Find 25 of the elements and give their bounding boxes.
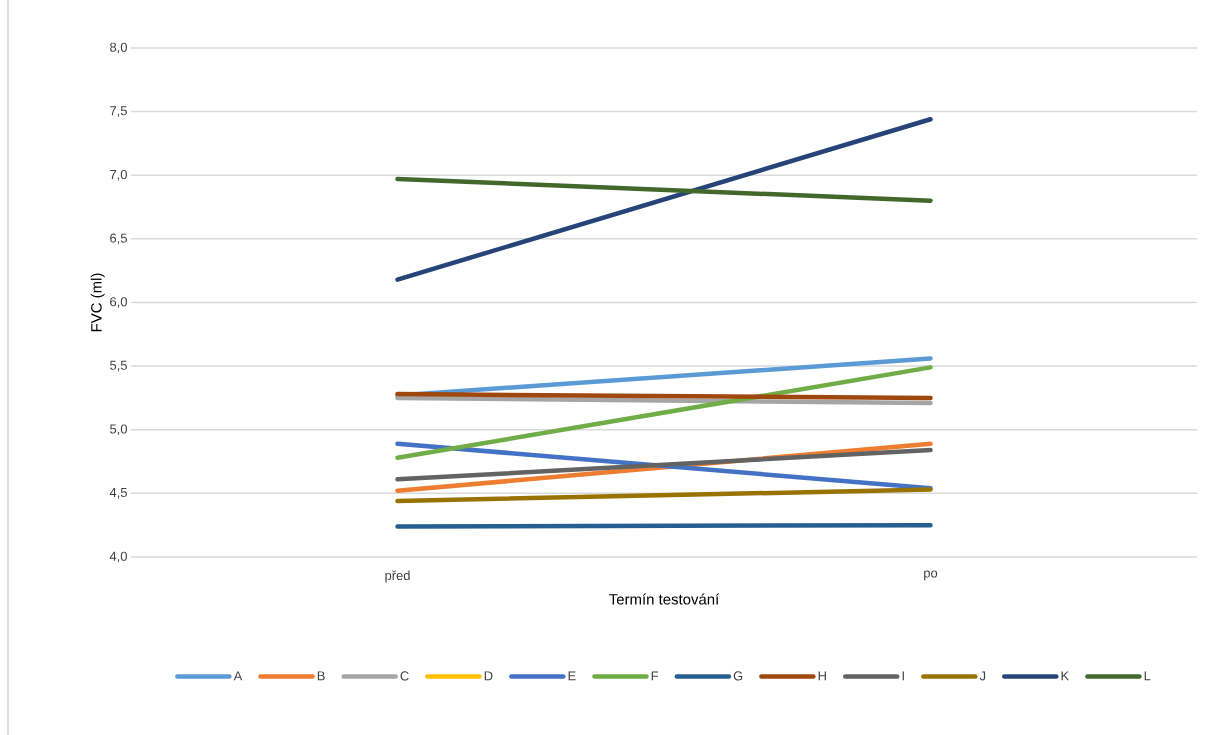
- legend-label: D: [484, 671, 493, 681]
- y-tick-label: 4,0: [109, 551, 127, 563]
- x-tick-label: před: [385, 570, 410, 583]
- y-tick-label: 5,0: [110, 424, 127, 436]
- legend-label: H: [818, 671, 826, 681]
- y-axis-title: FVC (ml): [90, 273, 105, 332]
- legend-label: L: [1144, 671, 1151, 681]
- x-axis-title: Termín testování: [609, 593, 720, 605]
- legend-label: I: [902, 671, 904, 681]
- y-tick-label: 6,5: [110, 233, 127, 245]
- legend-label: B: [317, 671, 325, 681]
- legend-label: C: [400, 671, 409, 681]
- y-tick-label: 8,0: [110, 42, 127, 54]
- legend-label: J: [979, 671, 986, 681]
- legend-label: K: [1061, 671, 1070, 681]
- y-tick-label: 4,5: [109, 488, 127, 499]
- y-tick-label: 6,0: [110, 297, 127, 308]
- y-tick-label: 5,5: [110, 360, 127, 372]
- legend-label: F: [651, 671, 659, 681]
- legend-label: E: [568, 671, 576, 681]
- legend-label: A: [233, 671, 243, 681]
- legend-label: G: [733, 671, 743, 681]
- x-tick-label: po: [924, 570, 938, 581]
- y-tick-label: 7,5: [110, 106, 127, 117]
- y-tick-label: 7,0: [110, 169, 127, 181]
